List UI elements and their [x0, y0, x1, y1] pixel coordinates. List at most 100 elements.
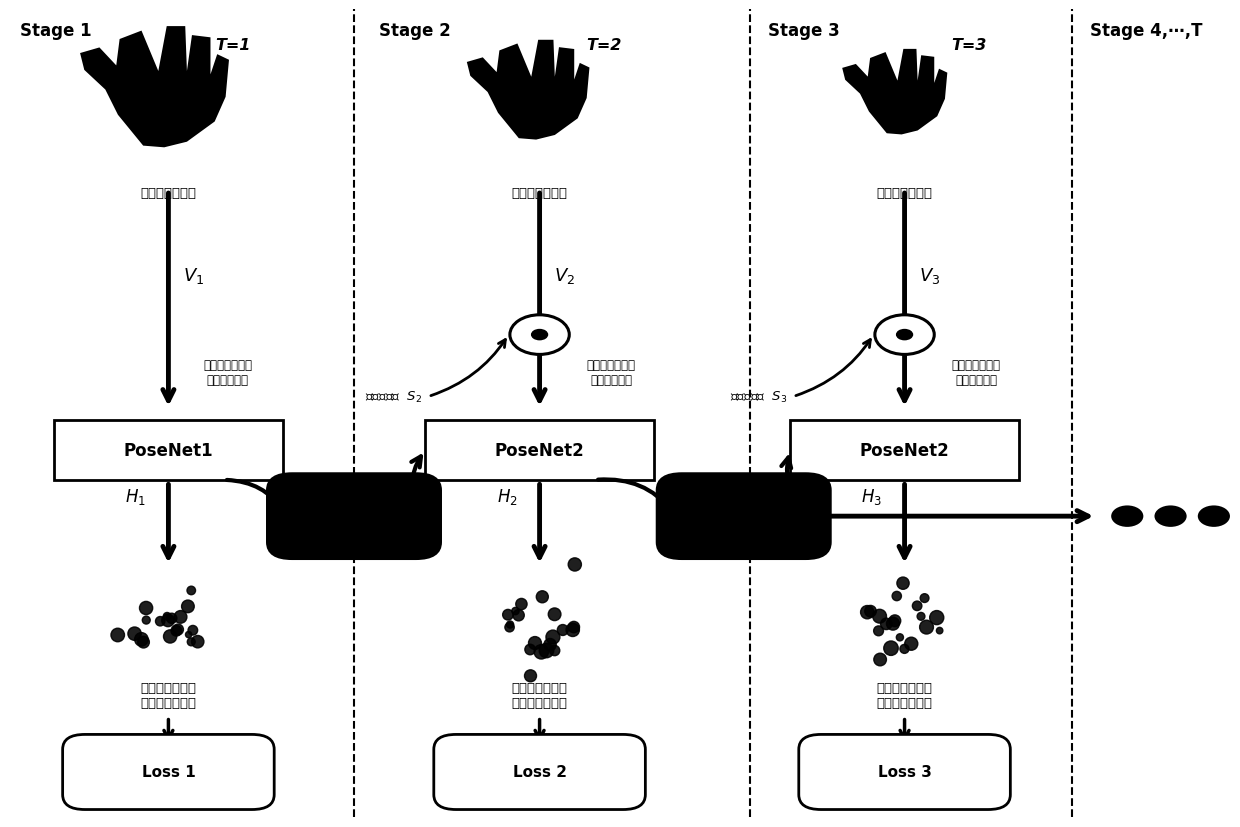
Circle shape: [875, 315, 934, 355]
Text: 第二帧掩模  $S_2$: 第二帧掩模 $S_2$: [365, 390, 422, 404]
Point: [161, 612, 181, 625]
Text: PoseNet2: PoseNet2: [495, 442, 584, 460]
Point: [890, 631, 910, 644]
Polygon shape: [81, 27, 229, 148]
Point: [525, 637, 544, 650]
Circle shape: [1198, 506, 1230, 528]
Point: [179, 600, 198, 614]
FancyBboxPatch shape: [425, 421, 653, 480]
Text: Stage 2: Stage 2: [378, 22, 450, 40]
Point: [134, 636, 154, 649]
Text: $V_2$: $V_2$: [554, 265, 575, 285]
Point: [131, 633, 151, 646]
Text: 第二帧手部关节
拟高斯空间分布: 第二帧手部关节 拟高斯空间分布: [512, 681, 568, 710]
Point: [184, 624, 203, 637]
Text: Loss 3: Loss 3: [878, 764, 931, 780]
Point: [894, 643, 914, 656]
Point: [564, 621, 584, 634]
Point: [565, 558, 585, 571]
Point: [512, 598, 532, 611]
Point: [869, 624, 889, 638]
Text: $V_1$: $V_1$: [184, 265, 205, 285]
Point: [150, 614, 170, 628]
FancyBboxPatch shape: [657, 474, 831, 559]
Point: [108, 629, 128, 642]
Text: $H_3$: $H_3$: [862, 486, 883, 506]
Circle shape: [1154, 506, 1187, 528]
Point: [930, 624, 950, 638]
Point: [857, 606, 877, 619]
Text: $H_1$: $H_1$: [125, 486, 146, 506]
Circle shape: [531, 329, 548, 341]
FancyBboxPatch shape: [63, 734, 274, 810]
Point: [532, 645, 552, 658]
Point: [870, 653, 890, 667]
Point: [908, 600, 928, 613]
Text: $V_3$: $V_3$: [919, 265, 941, 285]
Point: [532, 590, 552, 604]
Circle shape: [510, 315, 569, 355]
Text: 体卷积神经网络
多帧检测模型: 体卷积神经网络 多帧检测模型: [952, 358, 1001, 386]
Point: [521, 669, 541, 682]
Point: [500, 618, 520, 631]
Text: T=3: T=3: [951, 37, 987, 53]
Text: Stage 3: Stage 3: [769, 22, 841, 40]
Point: [498, 609, 518, 622]
Text: 第一帧手部关节
拟高斯空间分布: 第一帧手部关节 拟高斯空间分布: [140, 681, 196, 710]
Point: [508, 609, 528, 622]
Point: [125, 627, 145, 640]
Point: [861, 605, 880, 618]
Text: $H_2$: $H_2$: [496, 486, 517, 506]
Point: [911, 610, 931, 624]
Point: [136, 614, 156, 627]
Point: [882, 642, 901, 655]
Point: [869, 609, 889, 623]
Polygon shape: [466, 41, 589, 141]
Text: T=1: T=1: [216, 37, 250, 53]
Point: [553, 624, 573, 637]
Point: [521, 643, 541, 657]
Point: [136, 601, 156, 614]
Text: Stage 4,⋯,T: Stage 4,⋯,T: [1090, 22, 1203, 40]
Text: 第三帧手部关节
拟高斯空间分布: 第三帧手部关节 拟高斯空间分布: [877, 681, 932, 710]
Point: [926, 611, 946, 624]
FancyBboxPatch shape: [268, 474, 440, 559]
Point: [544, 608, 564, 621]
Text: PoseNet1: PoseNet1: [124, 442, 213, 460]
Circle shape: [1111, 506, 1143, 528]
Text: 第三帧输入网格: 第三帧输入网格: [877, 187, 932, 200]
Text: PoseNet2: PoseNet2: [859, 442, 950, 460]
Point: [506, 605, 526, 618]
Text: 第一帧输入网格: 第一帧输入网格: [140, 187, 196, 200]
FancyBboxPatch shape: [799, 734, 1011, 810]
Point: [179, 629, 198, 642]
Text: 体卷积神经网络
多帧检测模型: 体卷积神经网络 多帧检测模型: [587, 358, 636, 386]
Point: [500, 621, 520, 634]
Point: [543, 631, 563, 644]
Point: [171, 610, 191, 624]
Point: [187, 635, 207, 648]
FancyBboxPatch shape: [434, 734, 645, 810]
Point: [901, 638, 921, 651]
Point: [915, 592, 935, 605]
Text: Stage 1: Stage 1: [20, 22, 92, 40]
Polygon shape: [842, 50, 947, 136]
Point: [885, 614, 905, 628]
FancyBboxPatch shape: [55, 421, 283, 480]
Circle shape: [897, 329, 913, 341]
Point: [887, 590, 906, 603]
Point: [916, 621, 936, 634]
Point: [563, 624, 583, 637]
Text: Loss 1: Loss 1: [141, 764, 195, 780]
Point: [537, 644, 557, 657]
Text: T=2: T=2: [587, 37, 622, 53]
Text: Loss 2: Loss 2: [512, 764, 567, 780]
Text: 体卷积神经网络
单帧检测模型: 体卷积神经网络 单帧检测模型: [203, 358, 252, 386]
Text: 第三帧掩模  $S_3$: 第三帧掩模 $S_3$: [729, 390, 787, 404]
Point: [166, 624, 186, 638]
Point: [181, 635, 201, 648]
Point: [883, 617, 903, 630]
Point: [157, 610, 177, 624]
Point: [169, 624, 188, 637]
Point: [160, 630, 180, 643]
